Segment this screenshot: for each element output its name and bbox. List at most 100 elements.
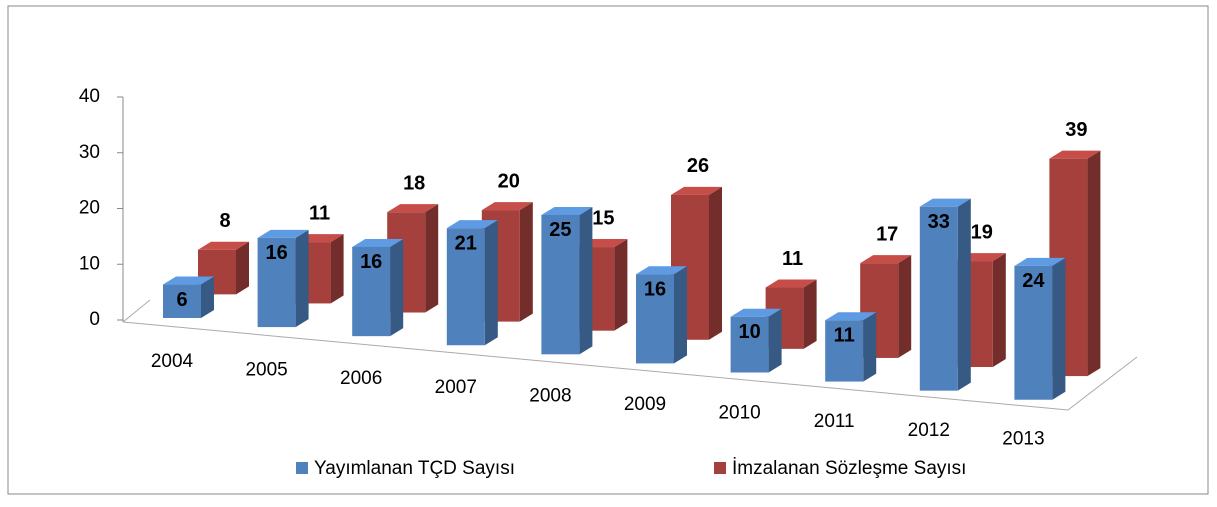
bar-top: [198, 241, 249, 250]
bar-top: [481, 202, 533, 211]
bar: [257, 229, 309, 328]
x-tick-label: 2013: [1002, 428, 1044, 449]
bar: [163, 276, 214, 318]
bar-side: [768, 308, 782, 373]
bar: [825, 312, 877, 382]
x-tick-label: 2004: [151, 351, 194, 372]
y-tick-label: 0: [89, 309, 100, 330]
bar-side: [674, 266, 687, 364]
value-label: 17: [876, 223, 898, 245]
bar-top: [387, 204, 439, 213]
value-label: 8: [219, 210, 230, 232]
x-tick-label: 2007: [435, 377, 477, 398]
bar-top: [446, 220, 498, 229]
bar: [919, 198, 971, 391]
y-tick-label: 20: [79, 198, 100, 219]
bar-side: [957, 198, 971, 391]
legend-label: İmzalanan Sözleşme Sayısı: [732, 458, 966, 479]
bar-top: [541, 206, 593, 215]
x-tick-label: 2012: [908, 420, 950, 441]
bar-side: [330, 234, 344, 304]
legend-swatch: [296, 462, 308, 474]
value-label: 11: [309, 202, 330, 224]
bar-front: [919, 206, 958, 391]
bar-side: [425, 204, 439, 313]
bar-side: [201, 276, 214, 318]
bar-side: [484, 220, 498, 346]
value-label: 15: [592, 207, 614, 229]
value-label: 19: [971, 221, 993, 243]
value-label: 20: [498, 170, 520, 192]
bar-side: [236, 241, 249, 295]
bar-top: [825, 312, 877, 321]
bar-side: [898, 255, 912, 358]
bar-front: [825, 320, 864, 382]
bar: [541, 206, 593, 355]
value-label: 10: [738, 321, 760, 343]
bar: [730, 308, 782, 373]
bar-top: [257, 229, 309, 238]
value-label: 24: [1022, 270, 1045, 292]
x-tick-label: 2006: [340, 368, 382, 389]
bar-front: [730, 316, 769, 373]
value-label: 16: [265, 242, 287, 264]
bar: [1014, 257, 1066, 400]
bar-side: [803, 279, 817, 349]
x-tick-label: 2009: [624, 394, 666, 415]
bar: [446, 220, 498, 346]
y-tick-label: 40: [79, 86, 100, 107]
bar-top: [765, 279, 817, 288]
bar-top: [1014, 257, 1066, 266]
bar: [636, 266, 687, 364]
value-label: 16: [644, 278, 666, 300]
value-label: 25: [549, 219, 571, 241]
value-label: 16: [360, 251, 382, 273]
value-label: 26: [687, 155, 709, 177]
x-tick-label: 2008: [529, 385, 571, 406]
bar-top: [919, 198, 971, 207]
value-label: 6: [176, 289, 187, 311]
bar-front: [636, 274, 674, 364]
floor: [122, 321, 1138, 411]
bar: [352, 238, 404, 337]
y-tick-label: 10: [79, 253, 100, 274]
value-label: 18: [403, 172, 425, 194]
bar-front: [1014, 265, 1053, 400]
value-label: 11: [834, 325, 855, 347]
bar-side: [390, 238, 404, 337]
legend-swatch: [714, 462, 726, 474]
legend-label: Yayımlanan TÇD Sayısı: [314, 458, 515, 479]
bar-front: [163, 284, 201, 318]
bar-top: [352, 238, 404, 247]
bar-top: [860, 255, 912, 264]
bar-side: [614, 239, 628, 331]
x-tick-label: 2011: [814, 411, 855, 432]
bar-side: [1087, 150, 1101, 377]
bar-front: [352, 246, 391, 337]
bar-side: [579, 206, 593, 355]
bar-top: [163, 276, 214, 285]
bar: [860, 255, 912, 358]
bar-top: [671, 186, 722, 195]
floor-edge: [122, 299, 151, 323]
bar-side: [709, 186, 722, 340]
bar-side: [1052, 257, 1066, 400]
value-label: 21: [455, 232, 477, 254]
bar-front: [446, 228, 485, 346]
bar-side: [519, 202, 533, 322]
bar-side: [992, 253, 1006, 368]
bar-top: [1049, 150, 1101, 159]
bar-side: [863, 312, 877, 382]
y-tick-label: 30: [79, 142, 100, 163]
bar-top: [636, 266, 687, 275]
bar-top: [730, 308, 782, 317]
value-label: 39: [1065, 119, 1087, 141]
value-label: 11: [782, 248, 803, 270]
bar-front: [541, 214, 580, 355]
x-tick-label: 2005: [245, 360, 287, 381]
bar-front: [257, 237, 296, 328]
x-tick-label: 2010: [718, 403, 760, 424]
bar-side: [295, 229, 309, 328]
value-label: 33: [928, 211, 950, 233]
